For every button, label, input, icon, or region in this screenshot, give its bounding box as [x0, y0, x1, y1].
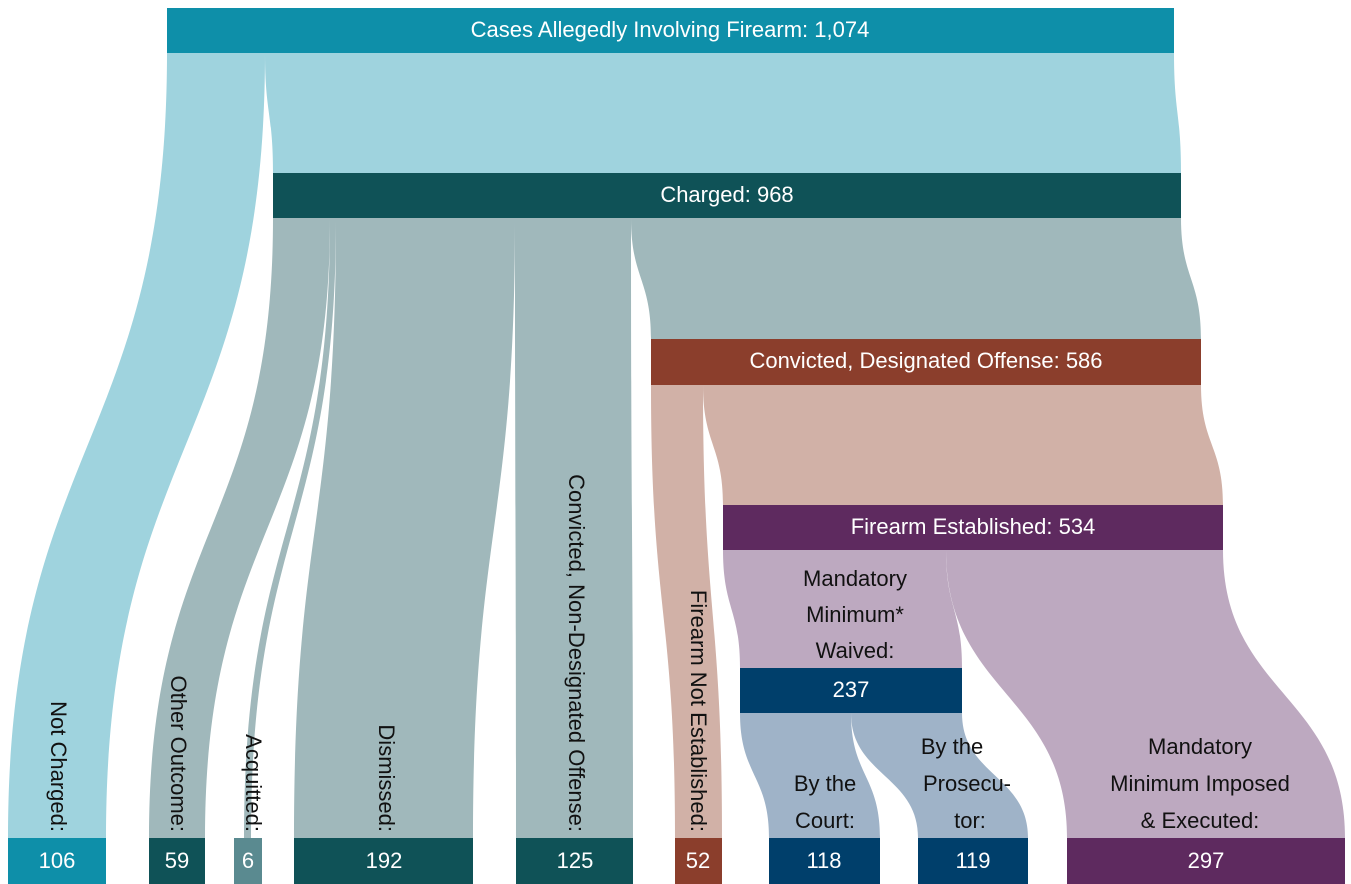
flow	[723, 550, 962, 668]
node-label: Acquitted:	[241, 734, 266, 832]
flow	[631, 218, 1201, 339]
node-bar	[149, 838, 205, 884]
node-bar	[516, 838, 633, 884]
node-bar	[918, 838, 1028, 884]
node-value: 6	[242, 848, 254, 873]
flows	[8, 53, 1345, 838]
node-label: Minimum Imposed	[1110, 771, 1290, 796]
node-label: Cases Allegedly Involving Firearm: 1,074	[471, 17, 870, 42]
flow	[703, 385, 1223, 505]
node-value: 52	[686, 848, 710, 873]
node-bar	[8, 838, 106, 884]
flow	[651, 385, 722, 838]
flow	[946, 550, 1345, 838]
node-label: By the	[794, 771, 856, 796]
value: 586	[1066, 348, 1103, 373]
node-label: Firearm Not Established:	[686, 590, 711, 832]
node-label: Minimum*	[806, 602, 904, 627]
node-bar	[651, 339, 1201, 385]
node-label: Mandatory	[803, 566, 907, 591]
flow	[851, 713, 1028, 838]
node-bar	[769, 838, 880, 884]
node-value: 125	[557, 848, 594, 873]
node-value: 297	[1188, 848, 1225, 873]
node-label: Other Outcome:	[166, 675, 191, 832]
node-bar	[675, 838, 722, 884]
node-bar	[294, 838, 473, 884]
flow	[149, 218, 330, 838]
node-value: 118	[806, 848, 841, 873]
value: 534	[1059, 514, 1096, 539]
node-bar	[740, 668, 962, 713]
node-label: Court:	[795, 808, 855, 833]
node-label: Convicted, Non-Designated Offense:	[564, 474, 589, 832]
flow	[740, 713, 880, 838]
node-label: & Executed:	[1141, 808, 1260, 833]
node-label: Prosecu-	[923, 771, 1011, 796]
flow	[294, 218, 515, 838]
nodes: Cases Allegedly Involving Firearm: 1,074…	[8, 8, 1345, 884]
node-value: 119	[955, 848, 990, 873]
node-bar	[167, 8, 1174, 53]
value: 1,074	[814, 17, 869, 42]
label: Charged:	[660, 182, 751, 207]
node-bar	[273, 173, 1181, 218]
node-label: Not Charged:	[46, 701, 71, 832]
node-label: Mandatory	[1148, 734, 1252, 759]
label: Convicted, Designated Offense:	[749, 348, 1059, 373]
label: Cases Allegedly Involving Firearm:	[471, 17, 808, 42]
node-label: Waived:	[816, 638, 895, 663]
node-label: Charged: 968	[660, 182, 793, 207]
node-label: By the	[921, 734, 983, 759]
value: 968	[757, 182, 794, 207]
flow	[8, 53, 265, 838]
node-label: tor:	[954, 808, 986, 833]
node-value: 237	[833, 677, 870, 702]
node-bar	[723, 505, 1223, 550]
node-value: 59	[165, 848, 189, 873]
node-bar	[1067, 838, 1345, 884]
node-label: Firearm Established: 534	[851, 514, 1096, 539]
node-label: Dismissed:	[374, 724, 399, 832]
node-bar	[234, 838, 262, 884]
flow	[244, 218, 336, 838]
flow	[515, 218, 633, 838]
flow	[265, 53, 1181, 173]
node-value: 106	[39, 848, 76, 873]
node-value: 192	[366, 848, 403, 873]
label: Firearm Established:	[851, 514, 1053, 539]
node-label: Convicted, Designated Offense: 586	[749, 348, 1102, 373]
